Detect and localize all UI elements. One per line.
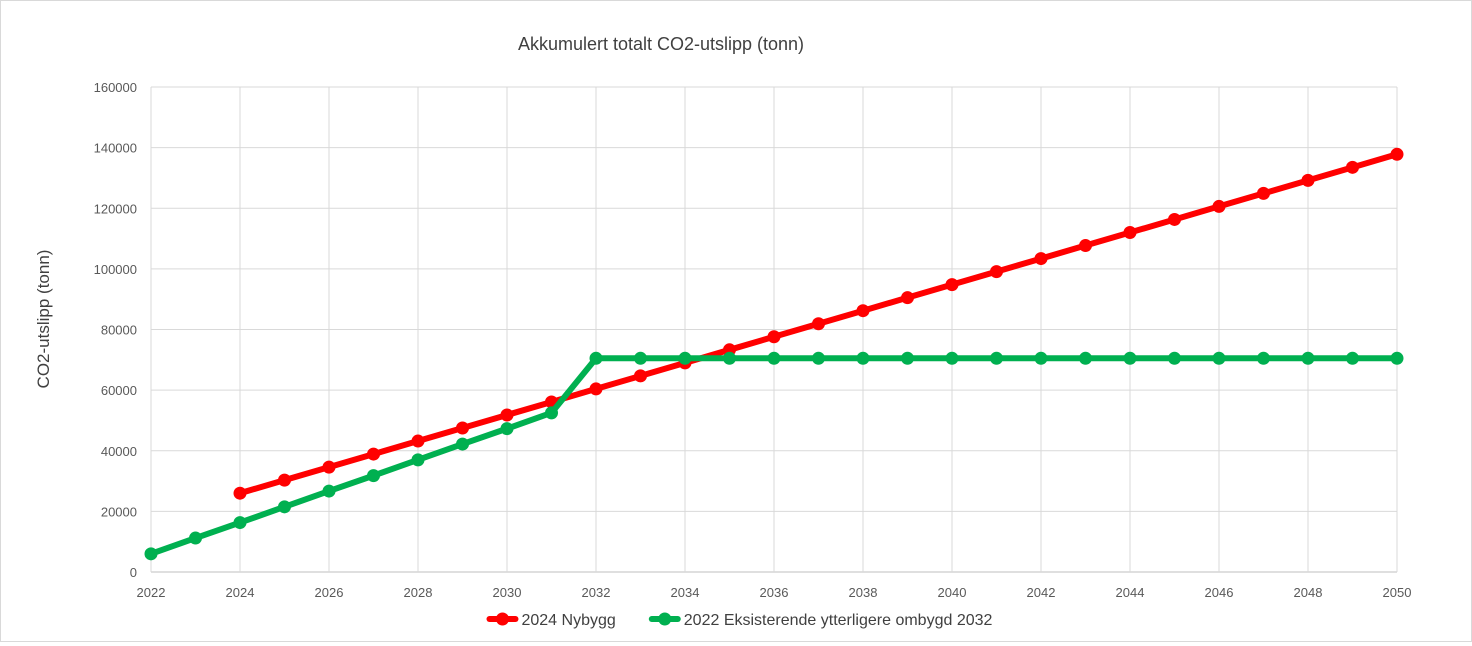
- data-point: [1257, 186, 1270, 200]
- y-tick-label: 140000: [94, 141, 137, 156]
- data-point: [545, 406, 558, 420]
- data-point: [278, 473, 291, 487]
- data-point: [322, 460, 336, 474]
- data-point: [1034, 252, 1048, 266]
- legend-item-1: 2024 Nybygg: [486, 612, 616, 629]
- data-point: [678, 351, 692, 365]
- y-tick-label: 40000: [101, 444, 137, 459]
- data-point: [945, 278, 959, 292]
- data-point: [589, 351, 603, 365]
- x-tick-label: 2038: [849, 585, 878, 600]
- data-point: [589, 382, 603, 396]
- data-point: [767, 330, 781, 344]
- data-point: [1212, 199, 1226, 213]
- data-point: [456, 421, 469, 435]
- data-point: [1212, 351, 1226, 365]
- x-tick-label: 2050: [1383, 585, 1412, 600]
- x-tick-label: 2036: [760, 585, 789, 600]
- x-tick-label: 2032: [582, 585, 611, 600]
- data-point: [856, 351, 870, 365]
- legend-marker: [495, 612, 509, 626]
- data-point: [233, 486, 247, 500]
- data-point: [1346, 351, 1359, 365]
- data-point: [1346, 160, 1359, 174]
- data-point: [411, 453, 425, 467]
- x-tick-label: 2040: [938, 585, 967, 600]
- data-point: [990, 351, 1003, 365]
- data-point: [367, 469, 380, 483]
- data-point: [945, 351, 959, 365]
- x-tick-label: 2048: [1294, 585, 1323, 600]
- data-point: [856, 304, 870, 318]
- x-tick-label: 2024: [226, 585, 255, 600]
- data-point: [812, 351, 825, 365]
- x-tick-label: 2044: [1116, 585, 1145, 600]
- data-point: [1034, 351, 1048, 365]
- data-point: [990, 265, 1003, 279]
- series-layer: [144, 147, 1404, 561]
- chart-title: Akkumulert totalt CO2-utslipp (tonn): [518, 34, 804, 54]
- data-point: [1390, 147, 1404, 161]
- data-point: [1123, 351, 1137, 365]
- data-point: [411, 434, 425, 448]
- data-point: [1301, 351, 1315, 365]
- y-tick-label: 120000: [94, 201, 137, 216]
- x-tick-label: 2026: [315, 585, 344, 600]
- data-point: [144, 547, 158, 561]
- data-point: [278, 500, 291, 514]
- x-tick-label: 2028: [404, 585, 433, 600]
- data-point: [1079, 351, 1092, 365]
- data-point: [500, 408, 514, 422]
- data-point: [500, 422, 514, 436]
- data-point: [723, 351, 736, 365]
- data-point: [901, 351, 914, 365]
- data-point: [767, 351, 781, 365]
- x-tick-label: 2046: [1205, 585, 1234, 600]
- data-point: [233, 516, 247, 530]
- x-tick-label: 2034: [671, 585, 700, 600]
- data-point: [322, 484, 336, 498]
- series-1: [233, 147, 1404, 500]
- data-point: [189, 531, 202, 545]
- data-point: [634, 369, 647, 383]
- legend-label: 2024 Nybygg: [521, 612, 615, 629]
- legend-label: 2022 Eksisterende ytterligere ombygd 203…: [684, 612, 993, 629]
- data-point: [367, 447, 380, 461]
- data-point: [1390, 351, 1404, 365]
- series-2: [144, 351, 1404, 561]
- y-tick-label: 160000: [94, 80, 137, 95]
- x-tick-label: 2022: [137, 585, 166, 600]
- x-tick-label: 2030: [493, 585, 522, 600]
- data-point: [456, 437, 469, 451]
- y-tick-label: 80000: [101, 323, 137, 338]
- data-point: [1168, 351, 1181, 365]
- y-tick-label: 0: [130, 565, 137, 580]
- y-tick-label: 20000: [101, 504, 137, 519]
- y-tick-label: 100000: [94, 262, 137, 277]
- data-point: [634, 351, 647, 365]
- data-point: [1257, 351, 1270, 365]
- data-point: [1123, 226, 1137, 239]
- data-point: [1301, 173, 1315, 187]
- legend-marker: [658, 612, 672, 626]
- axes: 0 20000 40000 60000 80000 100000 120000 140000 1…: [94, 80, 1412, 600]
- grid-lines: [150, 86, 1398, 573]
- data-point: [901, 291, 914, 305]
- data-point: [1079, 239, 1092, 253]
- data-point: [812, 317, 825, 331]
- y-axis-label: CO2-utslipp (tonn): [34, 250, 53, 389]
- x-tick-label: 2042: [1027, 585, 1056, 600]
- y-tick-label: 60000: [101, 383, 137, 398]
- legend-item-2: 2022 Eksisterende ytterligere ombygd 203…: [648, 612, 993, 629]
- data-point: [1168, 212, 1181, 226]
- legend: 2024 Nybygg 2022 Eksisterende ytterligere…: [486, 612, 993, 629]
